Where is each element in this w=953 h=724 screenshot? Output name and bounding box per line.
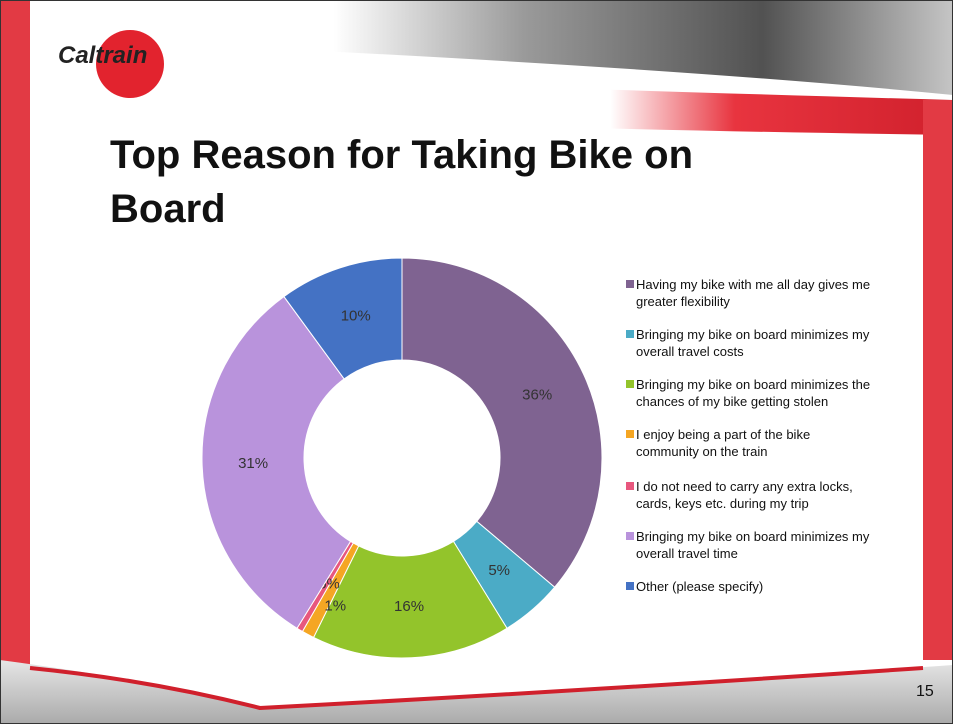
data-label: 16%: [394, 598, 424, 615]
legend-label: Bringing my bike on board minimizes the …: [636, 377, 871, 409]
logo-mark: [96, 30, 164, 98]
data-label: 1%: [324, 597, 346, 614]
legend-swatch: [626, 380, 634, 388]
legend-item: Bringing my bike on board minimizes my o…: [626, 326, 871, 360]
data-label: 36%: [522, 386, 552, 403]
donut-segment: [401, 257, 603, 588]
donut-segment: [312, 540, 508, 659]
logo: Caltrain: [58, 42, 148, 69]
donut-segment: [201, 295, 352, 629]
legend-swatch: [626, 280, 634, 288]
legend-swatch: [626, 430, 634, 438]
legend-swatch: [626, 482, 634, 490]
legend-item: I enjoy being a part of the bike communi…: [626, 426, 871, 460]
legend-item: Bringing my bike on board minimizes my o…: [626, 528, 871, 562]
data-label: 10%: [341, 307, 371, 324]
legend-label: Bringing my bike on board minimizes my o…: [636, 529, 870, 561]
legend-label: Other (please specify): [636, 579, 764, 594]
donut-segment: [283, 257, 403, 380]
page-number: 15: [916, 683, 934, 700]
data-label: 5%: [488, 562, 510, 579]
legend-swatch: [626, 582, 634, 590]
legend-item: Having my bike with me all day gives me …: [626, 276, 871, 310]
legend-item: I do not need to carry any extra locks, …: [626, 478, 871, 512]
legend-label: Bringing my bike on board minimizes my o…: [636, 327, 870, 359]
legend-label: Having my bike with me all day gives me …: [636, 277, 871, 309]
legend-item: Other (please specify): [626, 578, 871, 595]
legend-item: Bringing my bike on board minimizes the …: [626, 376, 871, 410]
legend-label: I do not need to carry any extra locks, …: [636, 479, 853, 511]
legend-label: I enjoy being a part of the bike communi…: [636, 427, 811, 459]
chart-title: Top Reason for Taking Bike on Board: [110, 133, 694, 231]
data-label: 31%: [238, 455, 268, 472]
legend-swatch: [626, 532, 634, 540]
legend-swatch: [626, 330, 634, 338]
